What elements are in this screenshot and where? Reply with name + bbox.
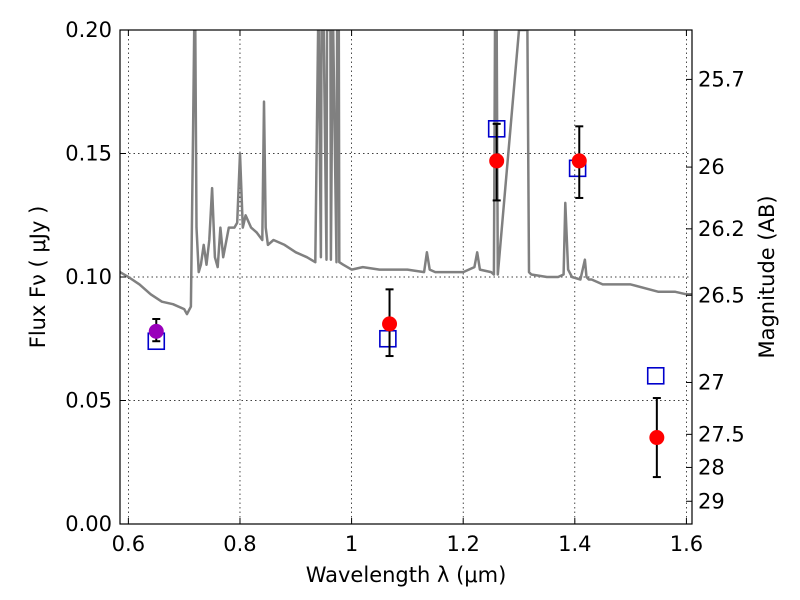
y2-tick-label: 26 [698,155,725,179]
x-axis-label: Wavelength λ (μm) [306,563,507,587]
y2-tick-label: 27 [698,370,725,394]
y-axis-label: Flux Fν ( μJy ) [26,206,50,349]
observed-point [148,323,164,339]
observed-point [571,153,587,169]
observed-point [489,153,505,169]
y-tick-label: 0.00 [65,512,112,536]
y2-tick-label: 25.7 [698,67,745,91]
y2-tick-label: 29 [698,489,725,513]
y2-tick-label: 28 [698,455,725,479]
x-tick-label: 0.8 [223,532,256,556]
plot-area [120,30,692,479]
y-tick-label: 0.15 [65,142,112,166]
y2-tick-label: 26.2 [698,217,745,241]
x-tick-label: 0.6 [112,532,145,556]
x-tick-label: 1.6 [670,532,703,556]
y-tick-label: 0.20 [65,18,112,42]
observed-point [382,316,398,332]
y-tick-label: 0.10 [65,265,112,289]
y2-tick-label: 27.5 [698,422,745,446]
y-tick-label: 0.05 [65,389,112,413]
x-tick-label: 1.2 [446,532,479,556]
y2-axis-label: Magnitude (AB) [755,195,779,358]
model-point [379,329,397,348]
spectrum-line [120,30,692,316]
y2-tick-label: 26.5 [698,283,745,307]
axis-ticks: 0.6 0.8 1 1.2 1.4 1.6 0.00 0.05 0.10 0.15 0.20 25.7… [65,18,745,556]
grid-lines [120,29,692,525]
x-tick-label: 1.4 [558,532,591,556]
model-point [646,366,665,385]
observed-point [649,430,665,446]
x-tick-label: 1 [345,532,358,556]
